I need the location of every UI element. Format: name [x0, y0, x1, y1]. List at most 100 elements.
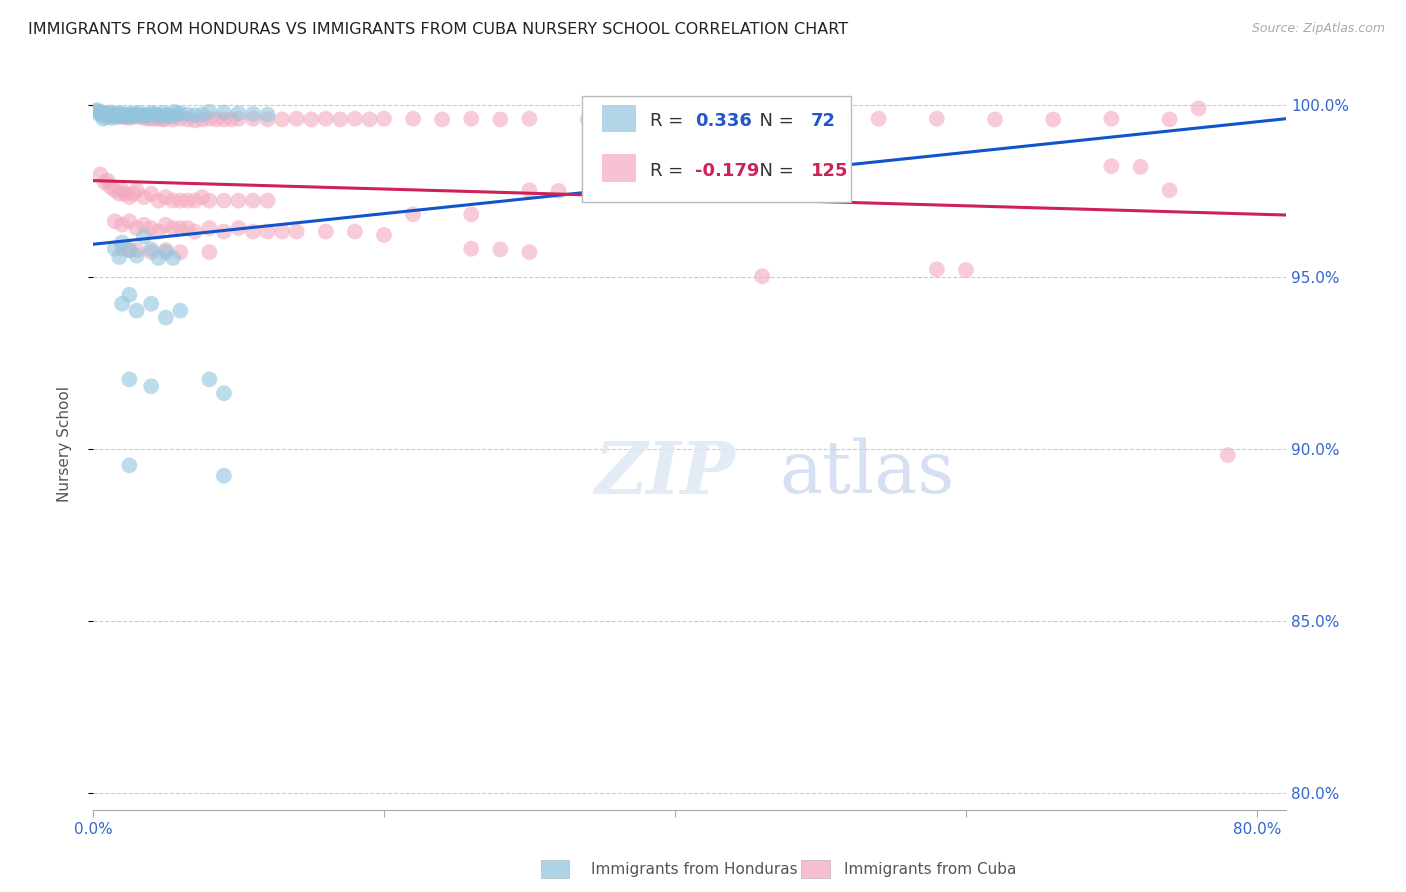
Text: 125: 125 — [811, 162, 849, 180]
Point — [810, 112, 832, 127]
Point — [125, 183, 148, 197]
Point — [155, 108, 177, 122]
Point — [169, 221, 191, 235]
Point — [176, 107, 198, 121]
Point — [91, 112, 114, 126]
Point — [128, 106, 150, 120]
Point — [132, 190, 155, 204]
Point — [169, 112, 191, 126]
Point — [141, 111, 163, 125]
Point — [169, 245, 191, 260]
Text: N =: N = — [748, 112, 800, 130]
Point — [97, 107, 120, 121]
Point — [111, 107, 134, 121]
Point — [162, 112, 184, 127]
Point — [104, 242, 127, 256]
Point — [117, 107, 139, 121]
Point — [984, 112, 1007, 127]
Point — [86, 103, 108, 117]
Point — [547, 184, 569, 198]
Point — [212, 386, 235, 401]
Point — [143, 107, 166, 121]
Point — [1099, 159, 1122, 173]
Point — [104, 214, 127, 228]
Point — [256, 112, 278, 127]
Point — [256, 194, 278, 208]
Point — [205, 112, 228, 127]
Point — [108, 110, 131, 124]
Point — [97, 107, 120, 121]
Point — [373, 112, 395, 126]
Point — [198, 194, 221, 208]
Point — [228, 221, 250, 235]
Point — [256, 107, 278, 121]
Point — [212, 468, 235, 483]
Point — [634, 112, 657, 126]
Point — [460, 207, 482, 221]
Point — [955, 263, 977, 277]
Point — [141, 186, 163, 201]
Point — [242, 225, 264, 239]
Point — [136, 108, 159, 122]
Point — [84, 104, 107, 119]
Point — [315, 112, 337, 126]
Point — [169, 194, 191, 208]
Point — [111, 242, 134, 256]
Point — [118, 190, 141, 204]
Point — [152, 112, 174, 127]
Point — [198, 221, 221, 235]
Point — [122, 186, 145, 201]
Text: R =: R = — [650, 112, 689, 130]
Point — [93, 175, 115, 189]
Point — [256, 225, 278, 239]
Text: ZIP: ZIP — [595, 438, 735, 508]
Point — [132, 218, 155, 232]
Point — [198, 104, 221, 119]
Point — [132, 229, 155, 244]
Point — [242, 194, 264, 208]
Point — [125, 303, 148, 318]
Point — [125, 249, 148, 263]
Text: R =: R = — [650, 162, 689, 180]
Point — [489, 112, 512, 127]
Point — [693, 173, 716, 187]
Point — [93, 106, 115, 120]
Point — [359, 112, 381, 127]
Point — [89, 168, 111, 182]
Point — [87, 106, 110, 120]
Point — [176, 221, 198, 235]
Point — [460, 112, 482, 126]
Point — [751, 269, 773, 284]
Point — [402, 112, 425, 126]
Text: Source: ZipAtlas.com: Source: ZipAtlas.com — [1251, 22, 1385, 36]
Point — [271, 112, 294, 127]
Point — [430, 112, 453, 127]
Point — [100, 179, 122, 194]
Point — [136, 112, 159, 126]
Point — [155, 190, 177, 204]
Text: IMMIGRANTS FROM HONDURAS VS IMMIGRANTS FROM CUBA NURSERY SCHOOL CORRELATION CHAR: IMMIGRANTS FROM HONDURAS VS IMMIGRANTS F… — [28, 22, 848, 37]
Point — [343, 225, 366, 239]
Point — [125, 109, 148, 123]
Point — [1303, 201, 1326, 215]
FancyBboxPatch shape — [582, 95, 851, 202]
Point — [191, 107, 214, 121]
Y-axis label: Nursery School: Nursery School — [58, 385, 72, 501]
Point — [141, 379, 163, 393]
Point — [114, 110, 136, 124]
Point — [315, 225, 337, 239]
Point — [100, 105, 122, 120]
Point — [198, 245, 221, 260]
Point — [148, 225, 170, 239]
Point — [104, 107, 127, 121]
Point — [148, 194, 170, 208]
Point — [212, 105, 235, 120]
Point — [111, 218, 134, 232]
Point — [925, 112, 948, 126]
Point — [402, 207, 425, 221]
Point — [198, 112, 221, 126]
Point — [519, 183, 541, 197]
Point — [93, 106, 115, 120]
Point — [664, 167, 686, 181]
Point — [191, 112, 214, 127]
